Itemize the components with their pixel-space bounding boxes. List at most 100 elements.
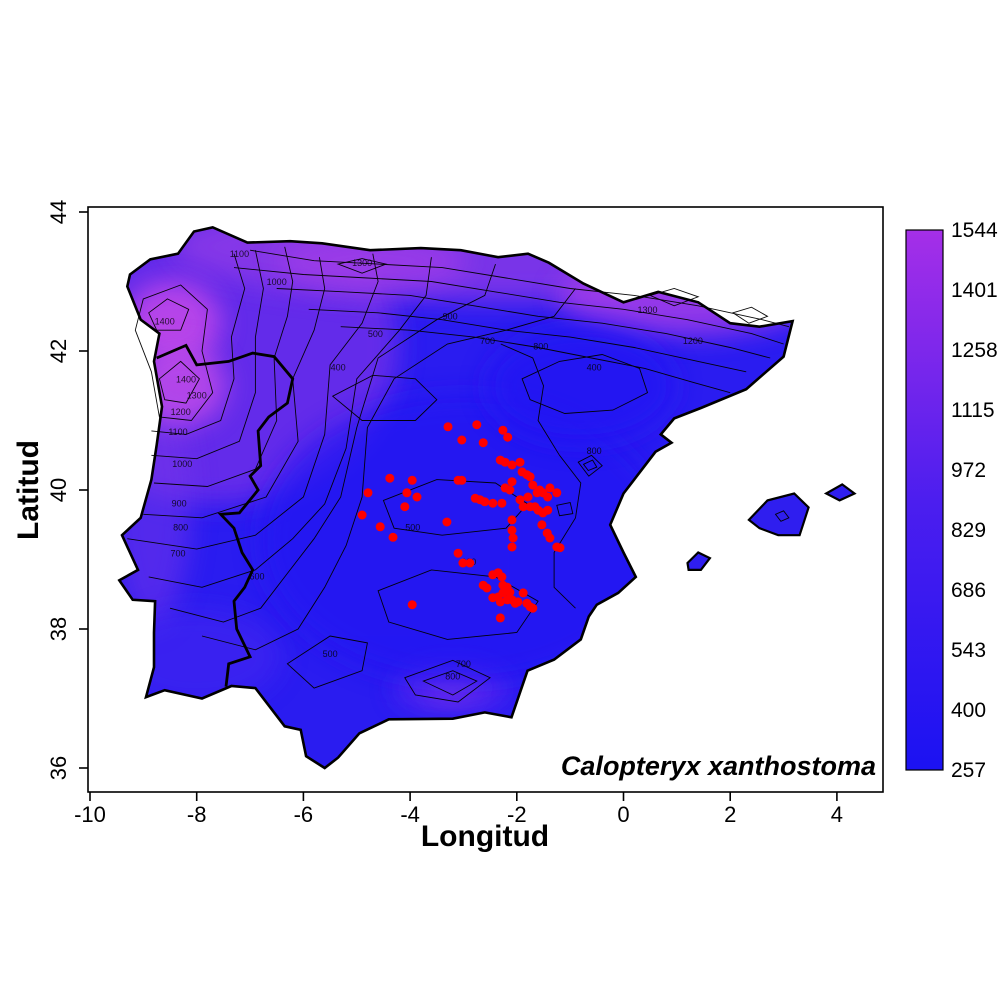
occurrence-point xyxy=(458,558,468,568)
contour-line xyxy=(169,263,496,623)
contour-line xyxy=(148,257,432,588)
y-axis-title: Latitud xyxy=(12,440,45,540)
occurrence-point xyxy=(515,495,525,505)
occurrence-point xyxy=(388,532,398,542)
contour-label: 600 xyxy=(249,572,264,582)
contour-label: 800 xyxy=(445,672,460,682)
contour-label: 800 xyxy=(587,446,602,456)
occurrence-point xyxy=(465,558,475,568)
contour-label: 500 xyxy=(368,329,383,339)
occurrence-point xyxy=(488,593,498,603)
contour-line xyxy=(233,267,784,345)
contour-line xyxy=(382,479,529,536)
occurrence-point xyxy=(443,422,453,432)
occurrence-point xyxy=(497,498,507,508)
occurrence-point xyxy=(545,483,555,493)
y-tick-label: 40 xyxy=(46,478,71,502)
x-tick-label: 4 xyxy=(831,802,843,827)
occurrence-point xyxy=(495,597,505,607)
species-annotation: Calopteryx xanthostoma xyxy=(561,751,876,781)
contour-label: 900 xyxy=(172,499,187,509)
occurrence-point xyxy=(555,543,565,553)
elevation-contour-lines xyxy=(127,246,790,703)
occurrence-point xyxy=(552,488,562,498)
contour-line xyxy=(286,635,368,689)
colorbar-tick-label: 400 xyxy=(951,699,986,722)
contour-label: 400 xyxy=(587,363,602,373)
contour-line xyxy=(577,454,603,477)
occurrence-point xyxy=(518,502,528,512)
contour-line xyxy=(422,670,478,696)
colorbar-tick-label: 1115 xyxy=(951,399,995,422)
colorbar-tick-label: 543 xyxy=(951,639,986,662)
contour-line xyxy=(127,253,379,550)
contour-label: 1200 xyxy=(171,407,191,417)
contour-line xyxy=(556,501,574,517)
contour-label: 800 xyxy=(533,342,548,352)
contour-line xyxy=(151,250,264,460)
occurrence-point xyxy=(518,588,528,598)
occurrence-point xyxy=(507,542,517,552)
contour-line xyxy=(336,258,388,274)
contour-label: 1100 xyxy=(230,249,249,259)
elevation-colorbar: 1544 1401 1258 1115 972 829 686 543 400 257 xyxy=(905,219,998,782)
occurrence-point xyxy=(508,533,518,543)
species-occurrence-points xyxy=(357,420,565,623)
contour-line xyxy=(134,284,214,421)
island-shape xyxy=(823,483,857,502)
colorbar-tick-label: 1258 xyxy=(951,339,998,362)
occurrence-point xyxy=(525,472,535,482)
contour-line xyxy=(201,288,576,651)
occurrence-point xyxy=(543,505,553,515)
contour-line xyxy=(331,374,438,421)
occurrence-point xyxy=(505,587,515,597)
occurrence-point xyxy=(503,432,513,442)
colorbar-tick-labels: 1544 1401 1258 1115 972 829 686 543 400 257 xyxy=(951,219,998,782)
occurrence-point xyxy=(457,475,467,485)
contour-line xyxy=(143,257,326,519)
contour-label: 1300 xyxy=(352,258,372,268)
contour-line xyxy=(500,343,582,609)
y-tick-label: 44 xyxy=(46,200,71,224)
occurrence-point xyxy=(357,510,367,520)
contour-label: 700 xyxy=(480,336,495,346)
occurrence-point xyxy=(402,488,412,498)
occurrence-point xyxy=(537,520,547,530)
portugal-spain-border xyxy=(156,343,295,687)
contour-label: 1300 xyxy=(637,305,657,315)
colorbar-gradient xyxy=(905,229,944,771)
contour-line xyxy=(308,308,747,373)
occurrence-point xyxy=(523,492,533,502)
contour-line xyxy=(648,288,700,307)
x-tick-label: -2 xyxy=(507,802,527,827)
x-tick-label: -8 xyxy=(187,802,207,827)
occurrence-point xyxy=(385,473,395,483)
occurrence-point xyxy=(482,583,492,593)
y-tick-label: 42 xyxy=(46,339,71,363)
y-tick-label: 38 xyxy=(46,617,71,641)
x-axis: -10 -8 -6 -4 -2 0 2 4 xyxy=(74,792,843,827)
x-tick-label: -10 xyxy=(74,802,106,827)
occurrence-point xyxy=(457,435,467,445)
occurrence-point xyxy=(507,477,517,487)
occurrence-point xyxy=(500,483,510,493)
occurrence-point xyxy=(472,420,482,430)
coastline-outline xyxy=(117,225,795,770)
x-tick-label: -6 xyxy=(294,802,314,827)
x-tick-label: -4 xyxy=(400,802,420,827)
occurrence-point xyxy=(407,475,417,485)
contour-line xyxy=(521,354,649,414)
contour-label: 900 xyxy=(443,312,458,322)
occurrence-point xyxy=(442,517,452,527)
contour-label: 700 xyxy=(170,549,185,559)
occurrence-point xyxy=(495,613,505,623)
occurrence-point xyxy=(528,480,538,490)
contour-label: 1000 xyxy=(267,277,287,287)
elevation-color-blob xyxy=(258,393,669,684)
occurrence-point xyxy=(480,497,490,507)
occurrence-point xyxy=(507,460,517,470)
contour-line xyxy=(276,288,771,359)
contour-label: 1400 xyxy=(176,374,196,384)
contour-label: 400 xyxy=(331,363,346,373)
